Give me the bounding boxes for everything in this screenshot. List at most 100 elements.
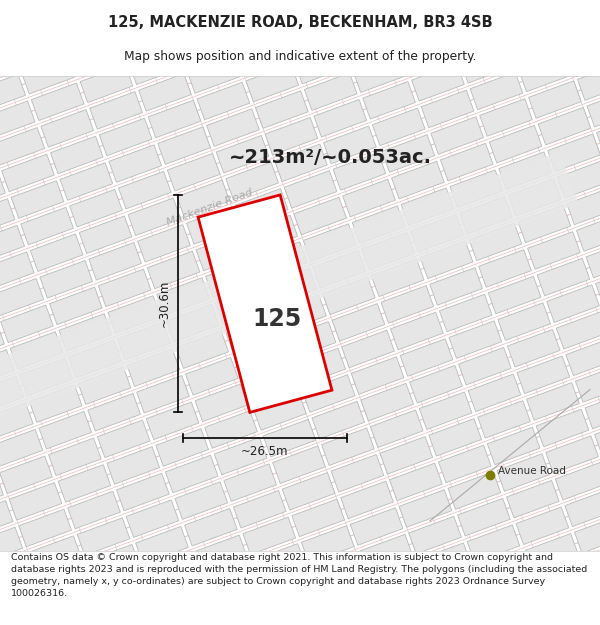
Polygon shape (516, 507, 569, 544)
Text: Avenue Road: Avenue Road (498, 466, 566, 476)
Polygon shape (320, 579, 373, 616)
Polygon shape (428, 569, 481, 607)
Polygon shape (243, 517, 296, 554)
Polygon shape (342, 330, 394, 367)
Polygon shape (100, 118, 152, 156)
Polygon shape (478, 401, 530, 438)
Polygon shape (361, 383, 413, 421)
Polygon shape (275, 0, 328, 31)
Polygon shape (58, 464, 111, 502)
Text: ~30.6m: ~30.6m (158, 280, 170, 328)
Polygon shape (392, 11, 445, 48)
Polygon shape (419, 392, 472, 429)
Polygon shape (391, 312, 443, 350)
Polygon shape (10, 332, 63, 369)
Polygon shape (68, 491, 121, 529)
Polygon shape (458, 498, 510, 536)
Polygon shape (1, 305, 53, 343)
Polygon shape (330, 606, 383, 625)
Polygon shape (568, 36, 600, 74)
Polygon shape (176, 331, 229, 369)
Polygon shape (488, 276, 541, 314)
Polygon shape (9, 482, 62, 520)
Polygon shape (529, 81, 581, 118)
Polygon shape (314, 99, 367, 137)
Polygon shape (430, 268, 482, 305)
Polygon shape (88, 394, 140, 431)
Polygon shape (70, 189, 122, 227)
Polygon shape (332, 304, 385, 341)
Polygon shape (129, 47, 182, 84)
Polygon shape (0, 252, 34, 289)
Polygon shape (147, 251, 200, 289)
Polygon shape (399, 490, 452, 528)
Text: 125, MACKENZIE ROAD, BECKENHAM, BR3 4SB: 125, MACKENZIE ROAD, BECKENHAM, BR3 4SB (107, 15, 493, 30)
Polygon shape (389, 463, 442, 501)
Polygon shape (226, 162, 278, 199)
Text: ~213m²/~0.053ac.: ~213m²/~0.053ac. (229, 148, 431, 167)
Polygon shape (584, 542, 600, 580)
Polygon shape (50, 136, 103, 174)
Polygon shape (145, 553, 198, 591)
Polygon shape (557, 161, 600, 198)
Polygon shape (78, 367, 131, 404)
Polygon shape (253, 544, 305, 581)
Polygon shape (421, 90, 474, 128)
Polygon shape (0, 172, 5, 209)
Polygon shape (379, 588, 431, 625)
Polygon shape (301, 526, 354, 563)
Polygon shape (500, 1, 553, 39)
Polygon shape (20, 358, 73, 396)
Polygon shape (304, 73, 357, 111)
Polygon shape (107, 447, 160, 484)
Polygon shape (0, 528, 23, 564)
Polygon shape (536, 409, 589, 447)
Polygon shape (21, 208, 73, 245)
Polygon shape (256, 91, 308, 128)
Polygon shape (526, 534, 578, 571)
Text: Contains OS data © Crown copyright and database right 2021. This information is : Contains OS data © Crown copyright and d… (11, 554, 587, 598)
Polygon shape (187, 207, 239, 244)
Polygon shape (595, 418, 600, 456)
Polygon shape (31, 83, 84, 121)
Polygon shape (400, 339, 453, 376)
Polygon shape (440, 143, 493, 181)
Polygon shape (380, 437, 433, 474)
Polygon shape (370, 410, 423, 447)
Polygon shape (0, 501, 13, 538)
Polygon shape (205, 411, 257, 448)
Polygon shape (166, 455, 218, 493)
Polygon shape (409, 516, 461, 554)
Polygon shape (344, 28, 396, 66)
Polygon shape (49, 287, 102, 324)
Polygon shape (284, 171, 337, 208)
Polygon shape (334, 2, 387, 39)
Polygon shape (411, 214, 463, 252)
Polygon shape (197, 82, 250, 120)
Polygon shape (596, 267, 600, 304)
Polygon shape (146, 402, 199, 439)
Polygon shape (167, 153, 220, 191)
Polygon shape (566, 338, 600, 376)
Polygon shape (548, 0, 600, 21)
Polygon shape (439, 294, 492, 332)
Polygon shape (556, 311, 600, 349)
Polygon shape (311, 552, 364, 590)
Polygon shape (519, 54, 572, 92)
Polygon shape (275, 144, 327, 181)
Polygon shape (77, 518, 130, 556)
Polygon shape (373, 108, 425, 146)
Polygon shape (246, 64, 299, 102)
Polygon shape (538, 107, 591, 145)
Text: 125: 125 (253, 307, 302, 331)
Polygon shape (0, 151, 578, 446)
Polygon shape (187, 56, 240, 93)
Polygon shape (351, 357, 404, 394)
Polygon shape (265, 118, 318, 155)
Polygon shape (244, 366, 296, 404)
Polygon shape (0, 581, 42, 618)
Polygon shape (206, 260, 258, 298)
Polygon shape (264, 268, 317, 306)
Polygon shape (194, 535, 247, 572)
Polygon shape (148, 100, 201, 138)
